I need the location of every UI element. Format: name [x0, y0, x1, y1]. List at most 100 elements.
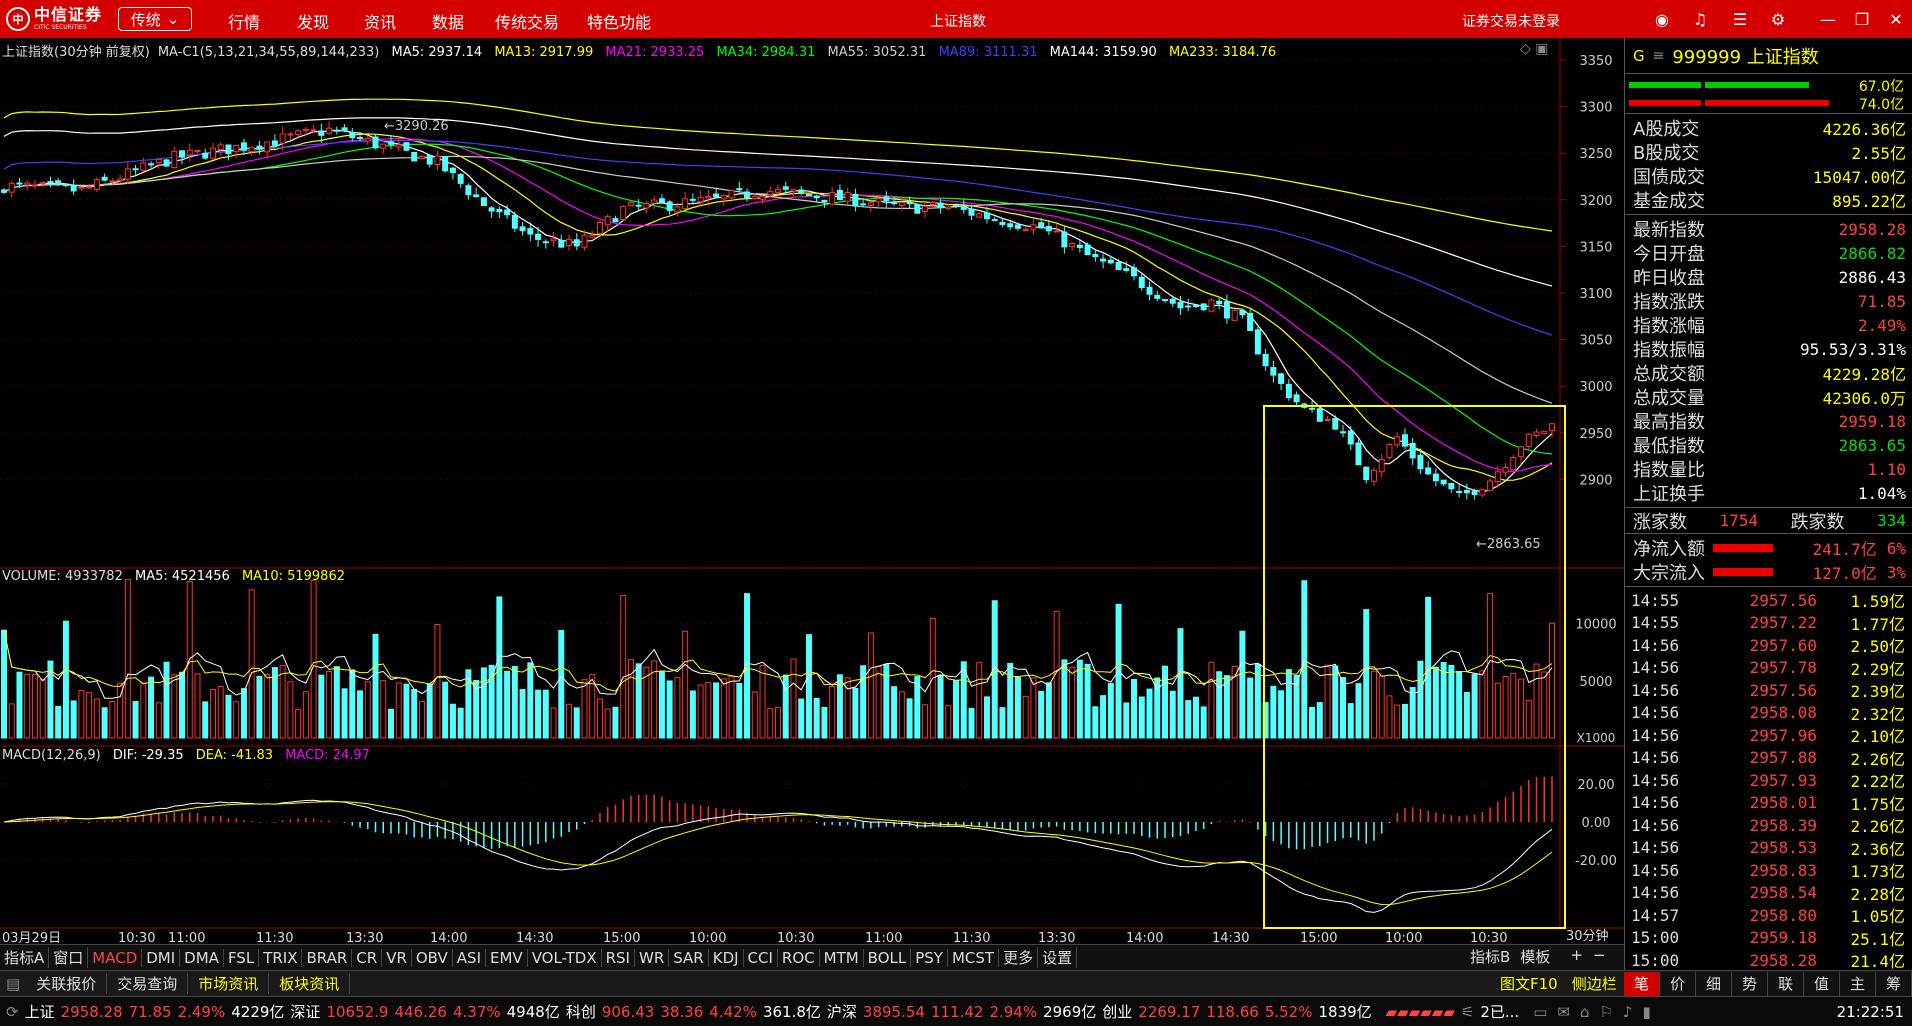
indicator-tab[interactable]: FSL: [224, 948, 260, 967]
brand-icon[interactable]: ◉: [1655, 9, 1669, 29]
indicator-tab[interactable]: RSI: [602, 948, 635, 967]
gear-icon[interactable]: ⚙: [1770, 9, 1786, 29]
status-kc-name[interactable]: 科创: [565, 1003, 596, 1021]
candle-body: [411, 151, 418, 162]
f10-tab[interactable]: 图文F10: [1500, 975, 1558, 993]
menu-discover[interactable]: 发现: [297, 13, 330, 32]
indicator-tab[interactable]: MCST: [948, 948, 1000, 967]
indicator-tab[interactable]: BRAR: [302, 948, 353, 967]
indicator-tab[interactable]: KDJ: [709, 948, 744, 967]
volume-bar: [364, 681, 371, 739]
mode-dropdown[interactable]: 传统 ⌄: [118, 7, 192, 31]
indicator-tab[interactable]: PSY: [911, 948, 948, 967]
candle-body: [1030, 224, 1037, 230]
minimize-icon[interactable]: —: [1820, 9, 1836, 29]
toolbar-icons[interactable]: ▭✉⌂⚐♪▮: [1533, 1002, 1661, 1021]
refresh-icon[interactable]: ⟳: [6, 1002, 19, 1021]
right-panel-tab[interactable]: 势: [1732, 972, 1768, 996]
indicator-tab[interactable]: DMI: [142, 948, 181, 967]
volume-bar: [767, 708, 774, 739]
function-tab[interactable]: 交易查询: [107, 973, 189, 994]
indicator-tab[interactable]: EMV: [486, 948, 528, 967]
kline-chart[interactable]: 3350 3300 3250 3200 3150 3100 3050 3000 2950 2900…: [0, 38, 1624, 944]
add-indicator-button[interactable]: +: [1570, 946, 1583, 964]
price-tick: 2900: [1579, 473, 1612, 488]
function-tab[interactable]: 板块资讯: [269, 973, 351, 994]
indicator-tab[interactable]: 更多: [999, 947, 1039, 968]
status-sz-name[interactable]: 深证: [290, 1003, 321, 1021]
volume-bar: [240, 688, 247, 739]
remove-indicator-button[interactable]: −: [1592, 946, 1606, 964]
right-panel-tab[interactable]: 筹: [1876, 972, 1912, 996]
indicator-tab[interactable]: MACD: [88, 948, 143, 967]
menu-features[interactable]: 特色功能: [587, 13, 652, 32]
right-panel-tab[interactable]: 值: [1804, 972, 1840, 996]
status-hs-name[interactable]: 沪深: [826, 1003, 857, 1021]
function-tab[interactable]: 市场资讯: [188, 973, 270, 994]
menu-trade[interactable]: 传统交易: [495, 13, 560, 32]
candle-body: [1045, 226, 1052, 232]
sidebar-tab[interactable]: 侧边栏: [1571, 975, 1617, 993]
right-panel-tab[interactable]: 联: [1768, 972, 1804, 996]
volume-bar: [976, 662, 983, 739]
tick-list[interactable]: 14:55 2957.56 1.59亿 14:55 2957.22 1.77亿 14:56 2…: [1625, 587, 1912, 972]
indicator-tab[interactable]: CR: [352, 948, 383, 967]
indicator-tab[interactable]: TRIX: [259, 948, 303, 967]
right-panel-tab[interactable]: 细: [1696, 972, 1732, 996]
candle-body: [805, 194, 812, 197]
indicator-tab[interactable]: 设置: [1038, 947, 1078, 968]
right-panel-tab[interactable]: 主: [1840, 972, 1876, 996]
close-icon[interactable]: ✕: [1889, 9, 1903, 29]
volume-bar: [310, 579, 317, 739]
panel-toggle-icon[interactable]: ▤: [6, 974, 21, 993]
stock-header[interactable]: G ≡ 999999 上证指数: [1625, 38, 1912, 74]
candle-body: [333, 129, 340, 132]
function-tab[interactable]: 关联报价: [26, 973, 108, 994]
candle-body: [914, 204, 921, 214]
menu-hq[interactable]: 行情: [228, 13, 261, 32]
candle-body: [1533, 431, 1540, 436]
template-tab[interactable]: 模板: [1520, 948, 1551, 966]
candle-body: [751, 196, 758, 200]
volume-bar: [1092, 706, 1099, 739]
candle-body: [465, 185, 472, 196]
menu-data[interactable]: 数据: [432, 13, 465, 32]
indicator-tab[interactable]: VOL-TDX: [528, 948, 602, 967]
chart-tool-icons[interactable]: ◇ ▣: [1520, 41, 1549, 57]
status-sh-name[interactable]: 上证: [24, 1003, 55, 1021]
indicator-tab[interactable]: SAR: [669, 948, 709, 967]
period-label[interactable]: 30分钟: [1566, 929, 1609, 944]
right-panel-tab[interactable]: 笔: [1624, 972, 1660, 996]
candle-body: [1355, 442, 1362, 466]
indicator-tab[interactable]: 指标A: [0, 947, 50, 968]
indicator-tab[interactable]: OBV: [412, 948, 453, 967]
volume-bar: [411, 689, 418, 739]
restore-icon[interactable]: ❐: [1854, 9, 1870, 29]
status-cy-name[interactable]: 创业: [1102, 1003, 1133, 1021]
candle-body: [682, 198, 689, 209]
indicator-tab[interactable]: WR: [635, 948, 670, 967]
indicator-tab[interactable]: VR: [382, 948, 412, 967]
right-panel-tab[interactable]: 价: [1660, 972, 1696, 996]
candle-body: [271, 140, 278, 146]
notes-icon[interactable]: ☰: [1732, 9, 1748, 29]
candle-body: [148, 163, 155, 166]
indicator-b-tab[interactable]: 指标B: [1470, 948, 1511, 966]
volume-bar: [821, 706, 828, 739]
index-stat-row: 上证换手 1.04%: [1633, 483, 1906, 506]
login-status[interactable]: 证券交易未登录: [1462, 14, 1560, 30]
indicator-tab[interactable]: DMA: [180, 948, 224, 967]
indicator-tab[interactable]: MTM: [820, 948, 864, 967]
volume-bar: [465, 669, 472, 739]
candle-body: [945, 206, 952, 209]
candle-body: [1200, 303, 1207, 311]
indicator-tab[interactable]: ASI: [453, 948, 486, 967]
candle-body: [93, 179, 100, 190]
menu-news[interactable]: 资讯: [364, 13, 397, 32]
headset-icon[interactable]: ♫: [1692, 9, 1708, 29]
indicator-tab[interactable]: BOLL: [864, 948, 912, 967]
indicator-tab[interactable]: CCI: [744, 948, 778, 967]
indicator-tab[interactable]: ROC: [778, 948, 820, 967]
indicator-tab[interactable]: 窗口: [49, 947, 89, 968]
message-count[interactable]: 2已...: [1480, 1003, 1520, 1021]
